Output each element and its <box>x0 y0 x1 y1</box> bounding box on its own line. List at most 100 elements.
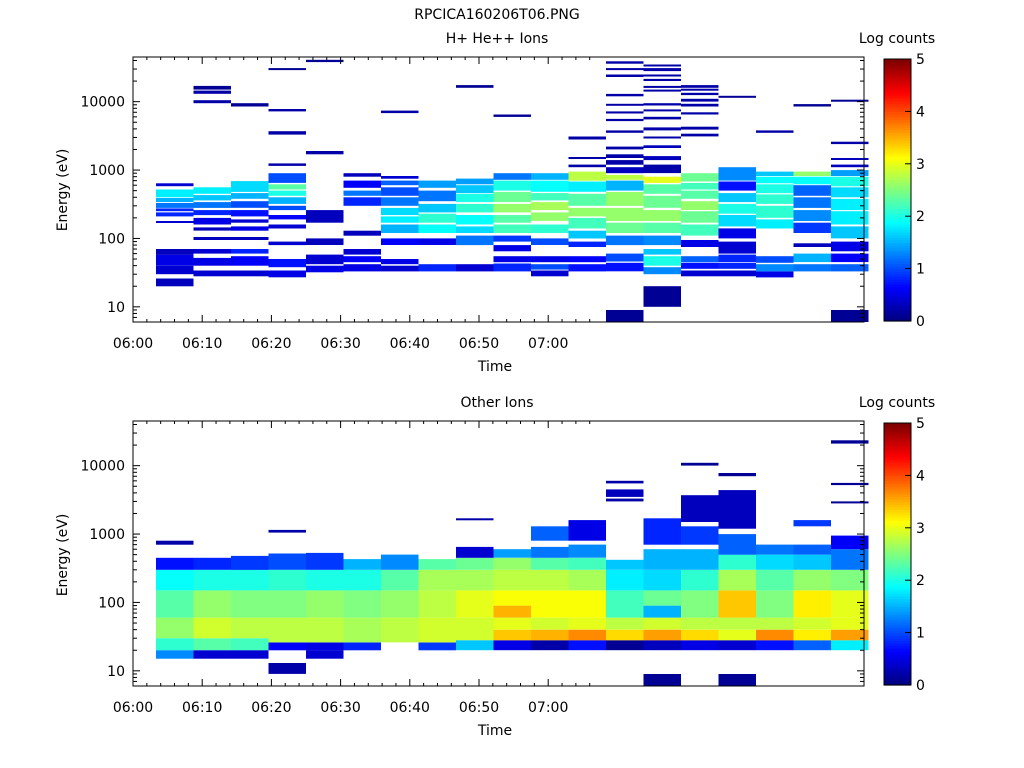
x-tick-label: 06:00 <box>113 336 153 352</box>
heatmap-cell <box>831 170 869 176</box>
colorbar-band <box>884 436 911 440</box>
colorbar-band <box>884 176 911 181</box>
heatmap-cell <box>268 241 306 246</box>
colorbar-band <box>884 590 911 594</box>
heatmap-cell <box>606 93 644 97</box>
heatmap-cell <box>156 278 194 287</box>
heatmap-cell <box>381 617 419 643</box>
heatmap-cell <box>831 164 869 168</box>
heatmap-cell <box>193 237 231 240</box>
colorbar-band <box>884 242 911 246</box>
heatmap-cell <box>568 230 606 239</box>
heatmap-cell <box>531 557 569 570</box>
heatmap-cell <box>643 136 681 139</box>
heatmap-cell <box>643 85 681 88</box>
heatmap-cell <box>531 526 569 541</box>
colorbar-band <box>884 462 911 466</box>
colorbar-band <box>884 514 911 518</box>
heatmap-cell <box>306 590 344 618</box>
heatmap-cell <box>643 78 681 81</box>
heatmap-cell <box>718 215 756 227</box>
heatmap-cell <box>756 271 794 278</box>
colorbar-band <box>884 464 911 469</box>
heatmap-cell <box>268 163 306 166</box>
heatmap-cell <box>643 210 681 221</box>
x-tick-label: 06:40 <box>390 336 430 352</box>
heatmap-cell <box>681 173 719 182</box>
heatmap-cell <box>381 197 419 206</box>
colorbar-band <box>884 629 911 634</box>
colorbar-band <box>884 114 911 118</box>
heatmap-cell <box>231 201 269 208</box>
colorbar-tick-label: 5 <box>916 416 925 432</box>
heatmap-cell <box>643 89 681 92</box>
heatmap-cell <box>681 88 719 91</box>
heatmap-cell <box>681 569 719 591</box>
colorbar-band <box>884 543 911 547</box>
colorbar-band <box>884 603 911 607</box>
heatmap-cell <box>831 253 869 263</box>
heatmap-cell <box>606 130 644 133</box>
heatmap-cell <box>681 211 719 223</box>
heatmap-cell <box>456 617 494 641</box>
heatmap-cell <box>493 245 531 252</box>
heatmap-cell <box>568 136 606 140</box>
colorbar-band <box>884 239 911 243</box>
x-tick-label: 06:00 <box>113 700 153 716</box>
colorbar-band <box>884 93 911 97</box>
colorbar-band <box>884 666 911 670</box>
heatmap-cell <box>381 554 419 570</box>
colorbar-band <box>884 480 911 484</box>
heatmap-cell <box>643 127 681 131</box>
heatmap-cell <box>231 249 269 254</box>
colorbar-label: Log counts <box>859 31 935 47</box>
heatmap-cell <box>756 264 794 272</box>
colorbar-band <box>884 292 911 296</box>
heatmap-cell <box>793 554 831 570</box>
heatmap-cell <box>681 629 719 641</box>
heatmap-cell <box>231 555 269 570</box>
heatmap-cell <box>643 267 681 275</box>
colorbar-band <box>884 656 911 660</box>
colorbar-band <box>884 478 911 482</box>
heatmap-cell <box>156 265 194 275</box>
colorbar-band <box>884 273 911 278</box>
heatmap-cell <box>606 640 644 651</box>
y-axis: 10 100 1000 10000 <box>80 59 864 323</box>
heatmap-cell <box>831 226 869 239</box>
y-tick-label: 10 <box>107 300 125 316</box>
heatmap-cell <box>456 518 494 521</box>
heatmap-cell <box>606 180 644 191</box>
colorbar-band <box>884 245 911 249</box>
colorbar-band <box>884 454 911 458</box>
heatmap-cell <box>381 176 419 179</box>
colorbar-band <box>884 554 911 558</box>
heatmap-cell <box>606 262 644 272</box>
heatmap-cell <box>718 95 756 98</box>
colorbar-band <box>884 279 911 283</box>
heatmap-cell <box>681 256 719 263</box>
heatmap-cell <box>193 638 231 651</box>
colorbar-band <box>884 171 911 175</box>
heatmap-cell <box>606 191 644 206</box>
heatmap-cell <box>381 180 419 186</box>
heatmap-cell <box>756 554 794 570</box>
heatmap-cell <box>268 529 306 533</box>
heatmap-cell <box>568 544 606 558</box>
heatmap-cell <box>681 98 719 102</box>
heatmap-cell <box>793 197 831 208</box>
colorbar-band <box>884 260 911 264</box>
heatmap-cell <box>268 642 306 651</box>
heatmap-cell <box>681 270 719 277</box>
colorbar-band <box>884 64 911 68</box>
heatmap-cell <box>343 569 381 591</box>
heatmap-cell <box>418 559 456 570</box>
colorbar-band <box>884 184 911 188</box>
colorbar-band <box>884 252 911 257</box>
heatmap-cell <box>343 590 381 618</box>
colorbar-tick-label: 4 <box>916 468 925 484</box>
colorbar-band <box>884 281 911 285</box>
colorbar-band <box>884 470 911 474</box>
colorbar-band <box>884 82 911 86</box>
colorbar-band <box>884 234 911 238</box>
